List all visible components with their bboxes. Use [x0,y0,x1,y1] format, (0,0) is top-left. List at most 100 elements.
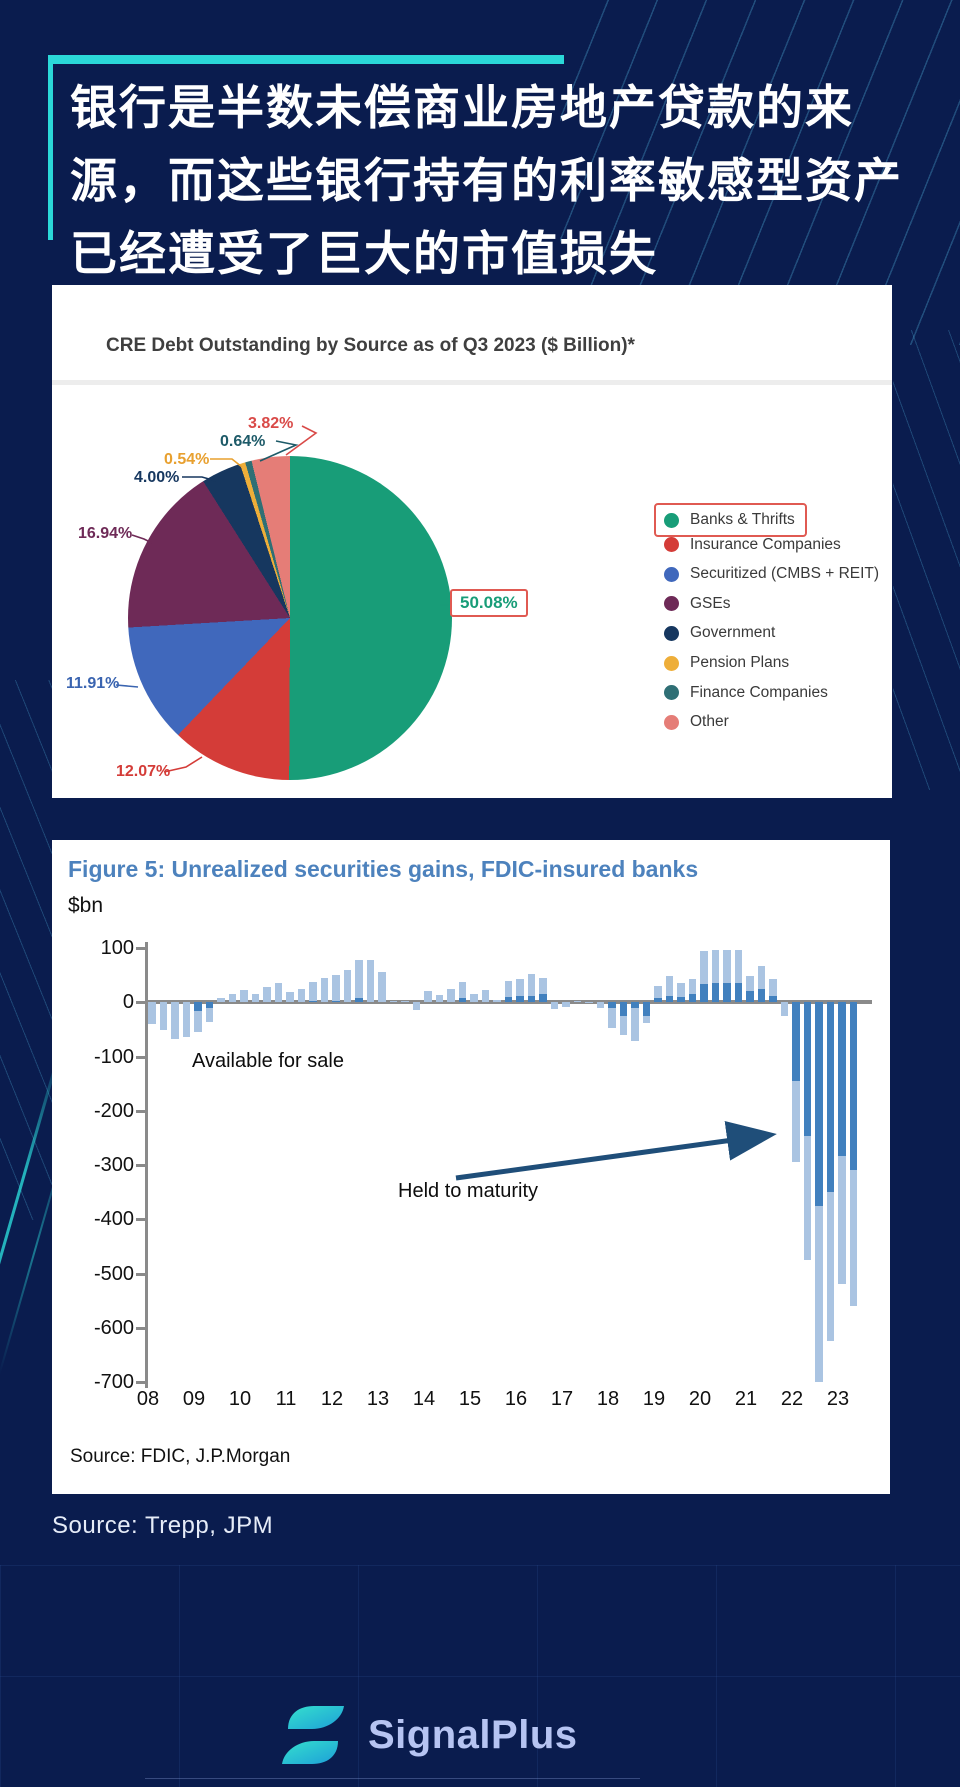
bar-segment [470,994,478,1003]
source-note: Source: Trepp, JPM [52,1512,274,1539]
bar-segment [769,995,777,1003]
bar-segment [723,949,731,983]
legend-item-3: Securitized (CMBS + REIT) [664,562,879,586]
x-tick-label: 09 [182,1388,206,1410]
legend-item-6: Pension Plans [664,651,789,675]
x-tick-label: 22 [780,1388,804,1410]
y-tick-label: -600 [93,1316,134,1339]
legend-item-5: Government [664,621,775,645]
signalplus-logo-icon [282,1706,344,1764]
bar-segment [343,969,352,1003]
bar-segment [803,1002,812,1137]
bar-segment [435,995,444,1003]
figure5-card: Figure 5: Unrealized securities gains, F… [52,840,890,1494]
bar-segment [148,1002,156,1024]
bar-segment [608,1007,616,1029]
bar-segment [194,1011,202,1033]
bar-segment [458,997,467,1003]
y-tick-label: 100 [100,937,134,959]
x-tick-label: 17 [550,1388,574,1410]
legend-color-dot [664,566,679,582]
bar-segment [700,984,708,1003]
bar-segment [562,1002,570,1007]
headline-accent-top-bar [48,55,564,64]
bar-segment [757,989,766,1003]
bar-segment [251,994,260,1003]
bar-segment [688,979,697,995]
legend-item-4: GSEs [664,592,730,616]
bar-segment [815,1002,823,1206]
y-tick-mark [136,1381,145,1384]
bar-segment [596,1002,605,1008]
x-tick-label: 13 [366,1388,390,1410]
bar-segment [240,990,248,1003]
bar-segment [746,975,754,992]
bar-segment [320,978,329,1003]
x-tick-label: 12 [320,1388,344,1410]
legend-item-8: Other [664,710,729,734]
y-tick-label: -700 [93,1371,134,1393]
bar-segment [182,1002,191,1037]
legend-item-2: Insurance Companies [664,533,841,557]
pie-slice-label-5: 4.00% [134,469,180,486]
y-tick-mark [136,947,145,950]
pie-slice-label-4: 16.94% [78,525,133,542]
bar-segment [608,1002,616,1008]
y-tick-label: 0 [122,991,134,1014]
legend-color-dot [664,685,679,701]
legend-label: Banks & Thrifts [690,511,795,528]
brand-name: SignalPlus [368,1712,578,1757]
y-tick-mark [136,1001,145,1005]
legend-label: Government [690,624,776,642]
y-tick-mark [136,1055,145,1059]
legend-color-dot [664,537,679,553]
bar-segment [734,950,743,984]
x-tick-label: 11 [275,1388,297,1410]
bar-segment [746,991,754,1003]
bar-segment [619,1015,628,1035]
bar-segment [401,1001,409,1003]
legend-label: Pension Plans [690,654,790,671]
bar-segment [274,983,283,1003]
divider [52,380,892,385]
y-tick-label: -100 [93,1045,134,1068]
legend-label: GSEs [690,594,731,612]
bar-segment [711,983,720,1003]
bar-segment [424,991,432,1003]
legend-label: Finance Companies [690,683,828,701]
bar-segment [849,1170,858,1307]
x-tick-label: 16 [504,1388,528,1410]
bar-segment [297,988,306,1003]
bar-segment [654,985,662,998]
bar-segment [849,1002,858,1171]
pie-chart-card: CRE Debt Outstanding by Source as of Q3 … [52,285,892,798]
bar-segment [527,974,536,996]
bar-segment [838,1002,846,1157]
legend-item-7: Finance Companies [664,681,828,705]
brand-underline [145,1778,640,1779]
bar-segment [228,994,237,1003]
bar-segment [757,965,766,990]
bar-segment [792,1002,800,1081]
bar-segment [654,997,662,1003]
pie-slice-label-3: 11.91% [66,675,120,692]
y-tick-mark [136,1326,145,1330]
y-axis-unit-label: $bn [68,894,104,917]
bar-segment [734,983,743,1003]
bar-segment [171,1002,179,1039]
pie-slice-label-7: 0.64% [220,433,266,450]
bar-segment [332,974,340,1001]
x-tick-label: 18 [596,1388,620,1410]
bar-segment [159,1002,168,1031]
diagonal-lines-decoration [893,330,960,790]
y-axis-line [145,942,148,1388]
headline-accent-left-bar [48,64,53,240]
bar-segment [194,1002,202,1012]
headline-text: 银行是半数未偿商业房地产贷款的来 源，而这些银行持有的利率敏感型资产 已经遭受了… [48,55,928,290]
bar-segment [688,994,697,1003]
legend-label: Securitized (CMBS + REIT) [690,565,880,583]
headline-line-1: 银行是半数未偿商业房地产贷款的来 [70,81,854,134]
bar-segment [838,1156,846,1285]
bar-segment [286,992,294,1003]
